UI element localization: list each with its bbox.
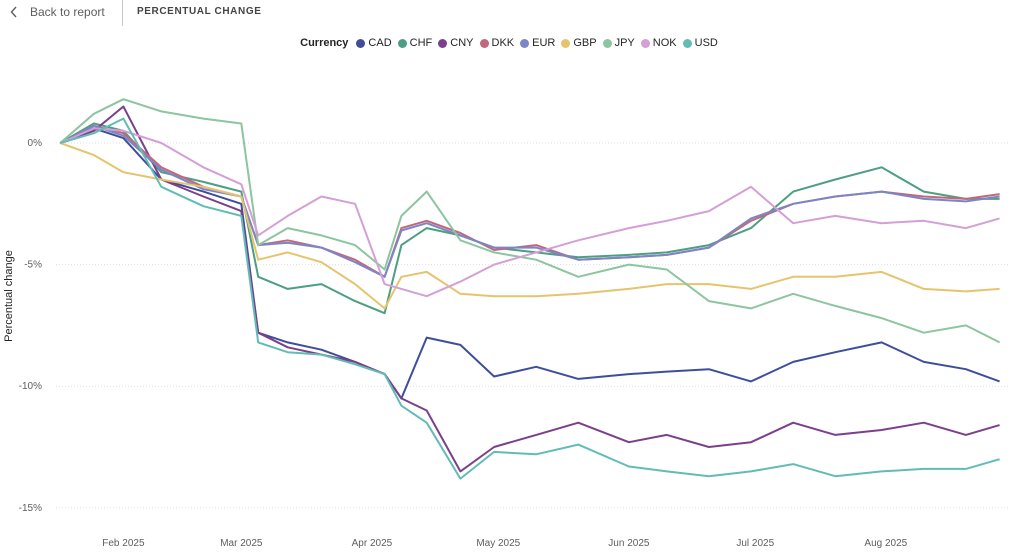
- legend-dot-icon: [520, 38, 530, 48]
- series-line-gbp[interactable]: [59, 142, 1000, 310]
- top-bar: Back to report PERCENTUAL CHANGE: [0, 0, 1024, 26]
- legend-label: JPY: [614, 37, 635, 49]
- legend-dot-icon: [397, 38, 407, 48]
- back-to-report-label: Back to report: [30, 5, 105, 19]
- series-line-jpy[interactable]: [59, 98, 1001, 344]
- legend-item-eur[interactable]: EUR: [520, 37, 555, 49]
- legend-dot-icon: [438, 38, 448, 48]
- legend-item-dkk[interactable]: DKK: [479, 37, 515, 49]
- legend-label: CNY: [450, 37, 474, 49]
- y-tick-label: -5%: [24, 260, 42, 271]
- legend-item-cad[interactable]: CAD: [356, 37, 392, 49]
- legend-item-gbp[interactable]: GBP: [561, 37, 597, 49]
- legend-dot-icon: [561, 38, 571, 48]
- legend-item-nok[interactable]: NOK: [640, 37, 677, 49]
- y-tick-label: 0%: [28, 138, 43, 149]
- series-line-cad[interactable]: [59, 127, 1000, 400]
- legend-item-cny[interactable]: CNY: [438, 37, 474, 49]
- chevron-left-icon: [10, 6, 18, 18]
- series-line-usd[interactable]: [59, 117, 1000, 480]
- series-lines: [59, 98, 1001, 480]
- x-tick-label: Mar 2025: [220, 538, 263, 549]
- x-tick-label: May 2025: [476, 538, 520, 549]
- legend-title: Currency: [300, 37, 349, 49]
- series-line-nok[interactable]: [59, 127, 1000, 298]
- legend-label: NOK: [652, 37, 677, 49]
- x-tick-label: Aug 2025: [864, 538, 907, 549]
- y-tick-label: -15%: [19, 503, 42, 514]
- legend-label: CAD: [368, 37, 392, 49]
- chart-legend: Currency CAD CHF CNY DKK EUR GBP JPY NOK USD: [0, 35, 1024, 51]
- y-tick-label: -10%: [19, 381, 42, 392]
- legend-dot-icon: [682, 38, 692, 48]
- legend-dot-icon: [479, 38, 489, 48]
- legend-label: CHF: [409, 37, 433, 49]
- legend-items: CAD CHF CNY DKK EUR GBP JPY NOK USD: [356, 37, 723, 49]
- back-to-report-button[interactable]: Back to report: [10, 3, 105, 21]
- legend-label: EUR: [532, 37, 556, 49]
- legend-label: DKK: [491, 37, 515, 49]
- x-axis-ticks: Feb 2025 Mar 2025 Apr 2025 May 2025 Jun 2025…: [102, 538, 907, 549]
- y-axis-ticks: 0% -5% -10% -15%: [19, 138, 42, 514]
- legend-item-jpy[interactable]: JPY: [602, 37, 635, 49]
- legend-label: GBP: [573, 37, 597, 49]
- legend-label: USD: [694, 37, 718, 49]
- series-line-chf[interactable]: [59, 122, 1000, 315]
- x-tick-label: Apr 2025: [352, 538, 393, 549]
- legend-item-chf[interactable]: CHF: [397, 37, 433, 49]
- x-tick-label: Jun 2025: [608, 538, 650, 549]
- series-line-eur[interactable]: [59, 124, 1000, 278]
- x-tick-label: Feb 2025: [102, 538, 145, 549]
- x-tick-label: Jul 2025: [736, 538, 774, 549]
- page-title: PERCENTUAL CHANGE: [137, 6, 262, 17]
- legend-item-usd[interactable]: USD: [682, 37, 718, 49]
- header-divider: [122, 0, 123, 26]
- legend-dot-icon: [356, 38, 366, 48]
- series-line-cny[interactable]: [59, 105, 1000, 473]
- legend-dot-icon: [602, 38, 612, 48]
- legend-dot-icon: [640, 38, 650, 48]
